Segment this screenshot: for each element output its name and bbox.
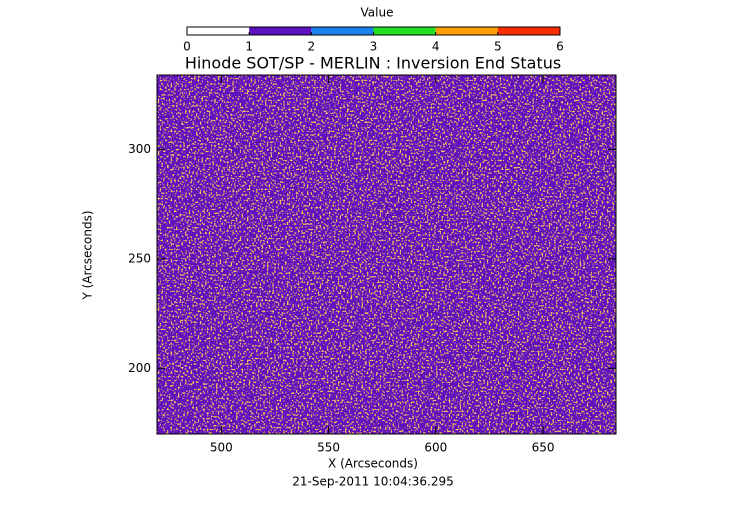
colorbar: 0 1 2 3 4 5 6 (183, 26, 564, 54)
colorbar-segment (311, 27, 374, 35)
colorbar-tick-label: 1 (245, 40, 253, 54)
colorbar-tick-label: 2 (308, 40, 316, 54)
colorbar-segment (249, 27, 312, 35)
plot-frame (156, 74, 617, 435)
colorbar-tick-label: 3 (370, 40, 378, 54)
y-axis-label: Y (Arcseconds) (81, 210, 95, 300)
colorbar-segment (435, 27, 498, 35)
colorbar-segment (497, 27, 560, 35)
colorbar-tick-label: 4 (432, 40, 440, 54)
x-tick-label: 550 (317, 441, 340, 455)
heatmap-image (157, 75, 616, 434)
colorbar-tick-label: 0 (183, 40, 191, 54)
colorbar-tick-label: 6 (556, 40, 564, 54)
x-tick-label: 600 (424, 441, 447, 455)
y-tick-label: 250 (128, 251, 151, 265)
colorbar-segment (187, 27, 250, 35)
x-tick-label: 500 (210, 441, 233, 455)
chart-title: Hinode SOT/SP - MERLIN : Inversion End S… (185, 54, 561, 73)
y-tick-label: 300 (128, 142, 151, 156)
y-tick-label: 200 (128, 361, 151, 375)
colorbar-tick-label: 5 (494, 40, 502, 54)
x-tick-label: 650 (532, 441, 555, 455)
colorbar-segment (373, 27, 436, 35)
colorbar-title: Value (361, 6, 394, 20)
x-axis-label: X (Arcseconds) (328, 457, 418, 471)
date-label: 21-Sep-2011 10:04:36.295 (292, 475, 454, 489)
image-texture (157, 75, 616, 434)
